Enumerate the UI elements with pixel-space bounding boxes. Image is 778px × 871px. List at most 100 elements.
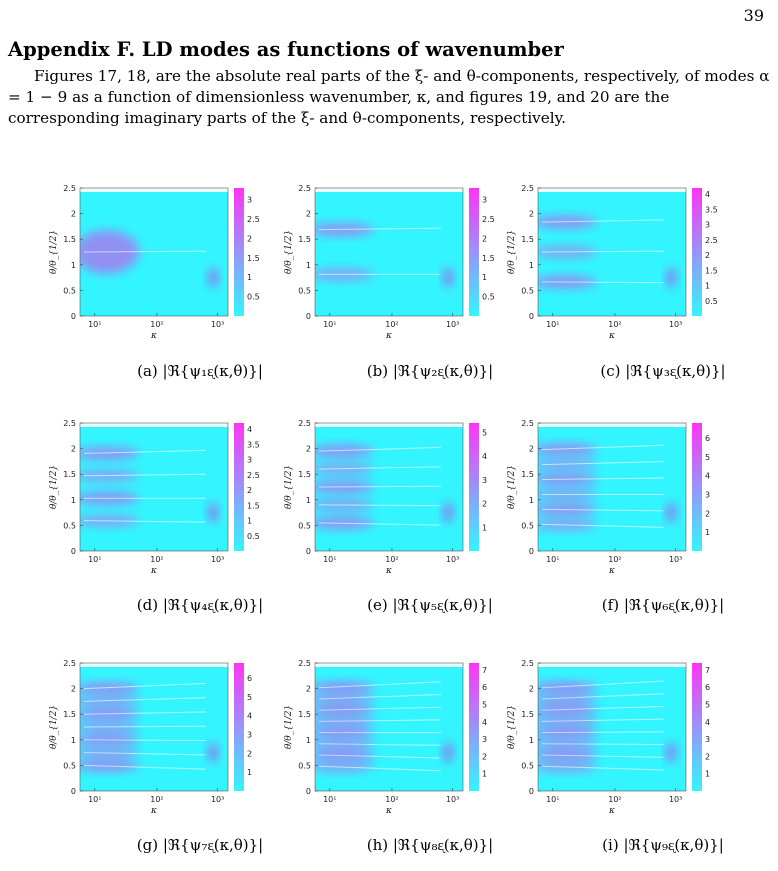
colorbar bbox=[234, 188, 244, 316]
y-tick-label: 1.5 bbox=[298, 235, 311, 244]
x-tick-label: 10³ bbox=[669, 555, 682, 564]
colorbar-tick-label: 5 bbox=[482, 428, 487, 437]
colorbar bbox=[692, 423, 702, 551]
x-tick-label: 10¹ bbox=[546, 555, 559, 564]
colorbar-tick-label: 2.5 bbox=[705, 236, 718, 245]
colorbar-tick-label: 3 bbox=[247, 196, 252, 205]
x-tick-label: 10¹ bbox=[88, 555, 101, 564]
y-tick-label: 2 bbox=[529, 445, 534, 454]
y-tick-label: 1 bbox=[71, 736, 76, 745]
colorbar-tick-label: 5 bbox=[705, 701, 710, 710]
colorbar-tick-label: 2.5 bbox=[247, 471, 260, 480]
x-tick-label: 10² bbox=[385, 320, 398, 329]
colorbar bbox=[692, 188, 702, 316]
colorbar-tick-label: 4 bbox=[705, 472, 710, 481]
subplot-8: 0 0.5 1 1.5 2 2.5 10¹ 10² 10³ κ θ/θ_{1/2} 7 6 5 4 3 2 1 bbox=[284, 659, 487, 816]
y-tick-label: 1 bbox=[529, 496, 534, 505]
colorbar-tick-label: 3.5 bbox=[705, 205, 718, 214]
y-tick-label: 0 bbox=[529, 312, 534, 321]
colorbar-tick-label: 4 bbox=[247, 425, 252, 434]
y-tick-label: 2 bbox=[306, 685, 311, 694]
x-tick-label: 10¹ bbox=[88, 320, 101, 329]
y-tick-label: 1.5 bbox=[298, 470, 311, 479]
x-tick-label: 10³ bbox=[446, 555, 459, 564]
colorbar-tick-label: 1.5 bbox=[247, 254, 260, 263]
x-tick-label: 10² bbox=[608, 320, 621, 329]
y-tick-label: 2.5 bbox=[63, 659, 76, 668]
x-tick-label: 10³ bbox=[669, 320, 682, 329]
y-tick-label: 1 bbox=[306, 736, 311, 745]
y-axis-label: θ/θ_{1/2} bbox=[49, 230, 59, 274]
colorbar-tick-label: 1 bbox=[247, 768, 252, 777]
colorbar-tick-label: 2 bbox=[705, 509, 710, 518]
subfigure-caption: (g) |ℜ{ψ₇ᶓ(κ,θ)}| bbox=[136, 836, 264, 854]
x-axis-label: κ bbox=[385, 806, 392, 816]
colorbar-tick-label: 2 bbox=[705, 752, 710, 761]
y-tick-label: 0 bbox=[71, 547, 76, 556]
x-tick-label: 10² bbox=[150, 795, 163, 804]
y-tick-label: 2 bbox=[306, 445, 311, 454]
x-tick-label: 10³ bbox=[211, 320, 224, 329]
y-tick-label: 1.5 bbox=[298, 710, 311, 719]
plot-frame bbox=[537, 187, 687, 317]
colorbar-tick-label: 0.5 bbox=[247, 293, 260, 302]
y-tick-label: 0.5 bbox=[521, 761, 534, 770]
y-tick-label: 2 bbox=[529, 210, 534, 219]
y-axis-label: θ/θ_{1/2} bbox=[284, 230, 294, 274]
colorbar-tick-label: 1 bbox=[705, 528, 710, 537]
y-tick-label: 1 bbox=[529, 261, 534, 270]
colorbar-tick-label: 1 bbox=[482, 523, 487, 532]
colorbar-tick-label: 2 bbox=[247, 749, 252, 758]
x-tick-label: 10² bbox=[385, 795, 398, 804]
colorbar-tick-label: 2 bbox=[247, 486, 252, 495]
heatmap-bands bbox=[80, 663, 228, 772]
subfigure-caption: (b) |ℜ{ψ₂ᶓ(κ,θ)}| bbox=[366, 362, 494, 380]
colorbar-tick-label: 1 bbox=[705, 282, 710, 291]
y-axis-label: θ/θ_{1/2} bbox=[49, 465, 59, 509]
y-tick-label: 1.5 bbox=[63, 470, 76, 479]
colorbar bbox=[469, 423, 479, 551]
colorbar bbox=[469, 663, 479, 791]
subfigure-caption: (i) |ℜ{ψ₉ᶓ(κ,θ)}| bbox=[602, 836, 724, 854]
appendix-heading: Appendix F. LD modes as functions of wav… bbox=[8, 38, 564, 61]
x-axis-label: κ bbox=[150, 566, 157, 576]
colorbar-tick-label: 2 bbox=[482, 752, 487, 761]
y-tick-label: 0 bbox=[529, 547, 534, 556]
y-tick-label: 0 bbox=[306, 787, 311, 796]
y-tick-label: 2 bbox=[71, 210, 76, 219]
colorbar-tick-label: 3 bbox=[482, 196, 487, 205]
subfigure-caption: (f) |ℜ{ψ₆ᶓ(κ,θ)}| bbox=[601, 596, 725, 614]
y-tick-label: 2 bbox=[71, 685, 76, 694]
y-tick-label: 2.5 bbox=[63, 184, 76, 193]
colorbar-tick-label: 3 bbox=[705, 735, 710, 744]
y-tick-label: 0.5 bbox=[63, 286, 76, 295]
y-tick-label: 1.5 bbox=[63, 710, 76, 719]
x-tick-label: 10¹ bbox=[323, 555, 336, 564]
colorbar-tick-label: 1 bbox=[247, 273, 252, 282]
x-tick-label: 10³ bbox=[211, 795, 224, 804]
colorbar-tick-label: 6 bbox=[705, 434, 710, 443]
colorbar-tick-label: 5 bbox=[482, 701, 487, 710]
y-axis-label: θ/θ_{1/2} bbox=[284, 705, 294, 749]
x-axis-label: κ bbox=[608, 331, 615, 341]
colorbar-tick-label: 1.5 bbox=[705, 266, 718, 275]
x-tick-label: 10² bbox=[608, 795, 621, 804]
y-tick-label: 1 bbox=[306, 496, 311, 505]
y-axis-label: θ/θ_{1/2} bbox=[284, 465, 294, 509]
heatmap-bands bbox=[538, 663, 686, 773]
appendix-paragraph: Figures 17, 18, are the absolute real pa… bbox=[8, 67, 770, 127]
plot-frame bbox=[314, 422, 464, 552]
subplot-7: 0 0.5 1 1.5 2 2.5 10¹ 10² 10³ κ θ/θ_{1/2} 6 5 4 3 2 1 bbox=[49, 659, 252, 816]
y-tick-label: 2 bbox=[306, 210, 311, 219]
subfigure-caption: (a) |ℜ{ψ₁ᶓ(κ,θ)}| bbox=[137, 362, 263, 380]
y-tick-label: 0.5 bbox=[298, 286, 311, 295]
colorbar-tick-label: 6 bbox=[482, 683, 487, 692]
colorbar-tick-label: 3 bbox=[705, 221, 710, 230]
y-tick-label: 1.5 bbox=[63, 235, 76, 244]
y-tick-label: 1.5 bbox=[521, 710, 534, 719]
colorbar bbox=[692, 663, 702, 791]
subfigure-caption: (c) |ℜ{ψ₃ᶓ(κ,θ)}| bbox=[600, 362, 726, 380]
colorbar-tick-label: 6 bbox=[705, 683, 710, 692]
colorbar bbox=[234, 663, 244, 791]
heatmap-bands bbox=[315, 663, 463, 773]
